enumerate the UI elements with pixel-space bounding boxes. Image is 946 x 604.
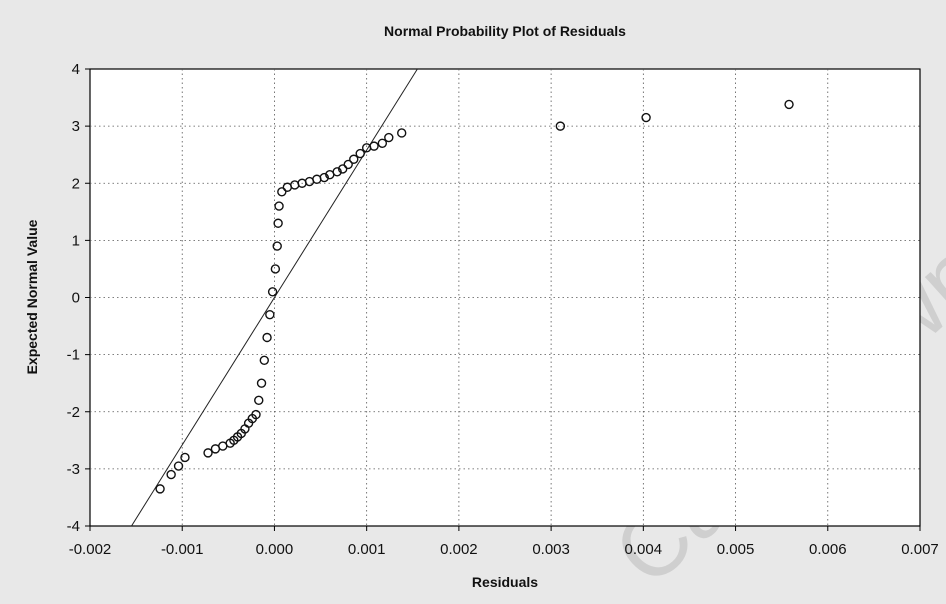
data-point — [272, 241, 282, 251]
x-tick-label: 0.001 — [348, 541, 386, 558]
data-point — [784, 99, 794, 110]
data-point — [343, 159, 353, 170]
y-tick-label: -4 — [67, 518, 80, 535]
data-point — [355, 148, 365, 159]
data-point — [203, 448, 213, 458]
data-point — [641, 112, 651, 123]
data-point — [384, 132, 394, 143]
data-point — [337, 164, 348, 174]
y-tick-label: -1 — [67, 347, 80, 364]
data-point — [180, 452, 190, 463]
data-point — [173, 461, 184, 471]
y-tick-label: 1 — [72, 232, 80, 249]
data-point — [155, 484, 165, 494]
chart-title: Normal Probability Plot of Residuals — [384, 23, 626, 39]
data-point — [254, 395, 264, 406]
data-point — [273, 218, 283, 228]
data-point — [349, 154, 359, 164]
data-points — [155, 99, 794, 494]
data-point — [267, 287, 278, 297]
y-tick-label: 3 — [72, 118, 80, 135]
x-tick-label: -0.001 — [161, 541, 204, 558]
data-point — [397, 128, 407, 138]
data-point — [555, 121, 566, 131]
data-point — [262, 332, 272, 343]
x-tick-label: 0.006 — [809, 541, 847, 558]
x-tick-label: -0.002 — [69, 541, 112, 558]
data-point — [256, 378, 267, 388]
x-tick-label: 0.007 — [901, 541, 939, 558]
x-tick-label: 0.000 — [256, 541, 294, 558]
y-axis-label: Expected Normal Value — [24, 219, 40, 374]
data-point — [265, 309, 275, 320]
x-tick-label: 0.005 — [717, 541, 755, 558]
data-point — [166, 469, 176, 480]
data-point — [377, 138, 388, 148]
data-point — [319, 172, 329, 183]
y-tick-label: -2 — [67, 404, 80, 421]
x-tick-label: 0.003 — [532, 541, 570, 558]
grid-lines — [90, 69, 920, 526]
y-tick-label: 4 — [72, 61, 80, 78]
data-point — [277, 187, 287, 197]
y-tick-label: -3 — [67, 461, 80, 478]
x-axis-label: Residuals — [472, 574, 538, 590]
y-tick-label: 2 — [72, 175, 80, 192]
x-tick-label: 0.002 — [440, 541, 478, 558]
data-point — [369, 141, 379, 151]
x-tick-label: 0.004 — [625, 541, 663, 558]
data-point — [274, 201, 284, 211]
data-point — [270, 264, 281, 274]
tick-labels: -0.002 -0.001 0.000 0.001 0.002 0.003 0.004 0.0… — [67, 61, 939, 558]
data-point — [332, 167, 342, 177]
data-point — [259, 355, 269, 366]
y-tick-label: 0 — [72, 290, 80, 307]
data-point — [251, 409, 261, 420]
